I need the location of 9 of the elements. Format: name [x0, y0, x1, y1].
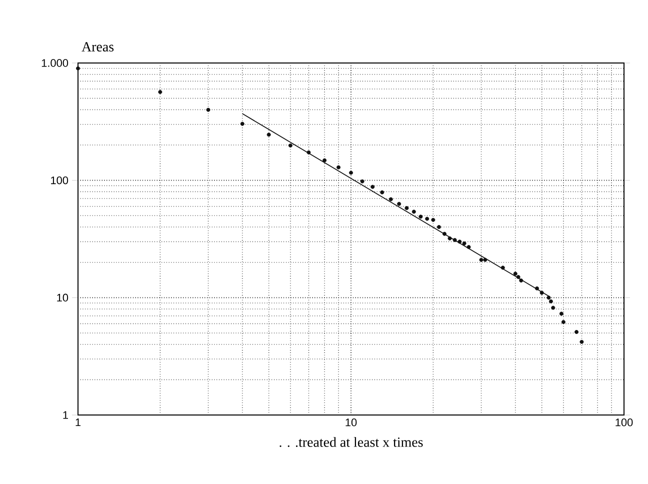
- y-tick-label: 1: [63, 411, 68, 419]
- x-axis-title: . . .treated at least x times: [280, 437, 423, 447]
- x-tick-label: 100: [616, 418, 633, 426]
- y-tick-label: 10: [57, 294, 68, 302]
- y-tick-label: 100: [51, 176, 68, 184]
- y-axis-title: Areas: [82, 42, 114, 52]
- x-tick-label: 1: [76, 418, 81, 426]
- y-tick-label: 1.000: [42, 59, 68, 67]
- x-tick-label: 10: [346, 418, 357, 426]
